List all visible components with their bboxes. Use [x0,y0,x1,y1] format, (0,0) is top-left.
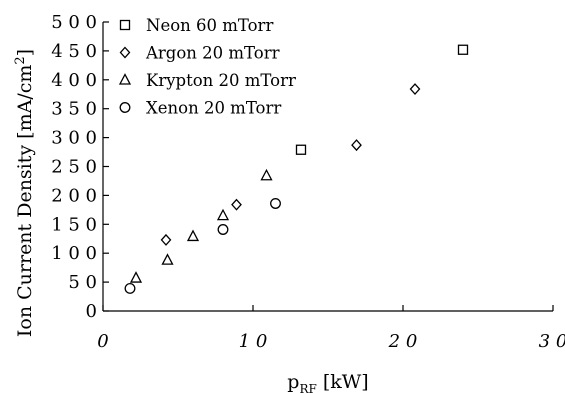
legend-marker-circle [119,102,131,113]
legend-label: Argon 20 mTorr [145,44,280,63]
x-axis-title-sub: RF [299,382,316,393]
data-point-diamond [231,198,242,211]
y-tick-label: 5 0 [68,272,97,293]
y-tick-label: 3 0 0 [51,128,97,149]
y-tick-label: 4 5 0 [51,41,97,62]
y-tick-label: 0 [86,301,97,322]
legend-label: Xenon 20 mTorr [146,99,281,118]
data-point-square [295,144,307,155]
y-tick-label: 4 0 0 [51,70,97,91]
y-axis-title-end: ] [14,49,36,56]
data-point-triangle [161,253,174,265]
x-tick-label: 2 0 [388,331,418,352]
data-point-triangle [129,271,143,283]
x-tick-label: 0 [97,331,108,352]
y-tick-label: 2 0 0 [51,185,97,206]
x-axis-title-unit: [kW] [317,371,369,393]
x-axis-title: pRF [kW] [287,371,368,393]
x-axis-title-main: p [287,371,299,393]
y-tick-label: 1 5 0 [51,214,97,235]
legend-marker-triangle [118,73,132,85]
x-tick-label: 3 0 [539,331,565,352]
data-point-circle [217,224,229,235]
data-point-circle [270,198,281,209]
y-axis-title: Ion Current Density [mA/cm2] [13,49,36,337]
data-point-triangle [216,208,230,221]
y-axis-title-main: Ion Current Density [mA/cm [14,65,36,337]
data-point-circle [124,283,136,294]
y-tick-label: 1 0 0 [51,243,97,264]
x-tick-label: 1 0 [239,331,268,352]
data-point-square [457,44,469,55]
y-tick-label: 3 5 0 [51,99,97,120]
data-point-diamond [160,233,172,246]
y-tick-label: 5 0 0 [51,12,97,33]
legend-label: Neon 60 mTorr [146,16,273,35]
y-tick-label: 2 5 0 [51,157,97,178]
legend-marker-square [119,19,131,31]
y-axis-ticks: 0 5 0 1 0 0 1 5 0 2 0 0 2 5 0 3 0 0 3 5 0 4 0 0 4… [51,12,109,322]
data-point-triangle [186,229,200,242]
data-point-diamond [351,139,362,152]
legend-label: Krypton 20 mTorr [146,71,296,90]
legend-marker-diamond [119,46,131,59]
data-point-diamond [409,83,421,96]
legend: Neon 60 mTorr Argon 20 mTorr Krypton 20 mT… [118,16,296,118]
axes [102,22,553,312]
x-axis-ticks: 0 1 0 2 0 3 0 [97,305,565,352]
data-point-triangle [260,168,273,181]
y-axis-title-sup: 2 [13,56,28,64]
data-points [124,44,469,294]
